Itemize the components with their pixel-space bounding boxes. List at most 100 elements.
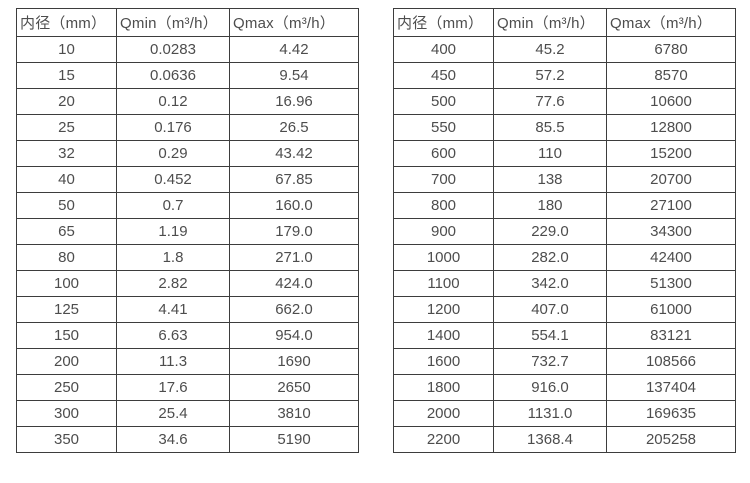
table-cell: 229.0	[493, 218, 607, 245]
table-row: 200 11.3 1690	[16, 348, 359, 375]
table-row: 40 0.452 67.85	[16, 166, 359, 193]
flow-rate-table-large-diameters: 内径（mm） Qmin（m³/h） Qmax（m³/h） 400 45.2 6780 45…	[393, 8, 736, 453]
table-cell: 400	[393, 36, 494, 63]
table-row: 1100 342.0 51300	[393, 270, 736, 297]
table-header-cell: 内径（mm）	[393, 8, 494, 37]
table-row: 25 0.176 26.5	[16, 114, 359, 141]
table-row: 500 77.6 10600	[393, 88, 736, 115]
table-cell: 271.0	[229, 244, 359, 271]
table-cell: 1000	[393, 244, 494, 271]
table-row: 125 4.41 662.0	[16, 296, 359, 323]
table-row: 900 229.0 34300	[393, 218, 736, 245]
table-cell: 6.63	[116, 322, 230, 349]
table-cell: 8570	[606, 62, 736, 89]
table-row: 700 138 20700	[393, 166, 736, 193]
table-header-cell: Qmax（m³/h）	[606, 8, 736, 37]
table-cell: 51300	[606, 270, 736, 297]
table-cell: 4.42	[229, 36, 359, 63]
table-cell: 916.0	[493, 374, 607, 401]
table-row: 80 1.8 271.0	[16, 244, 359, 271]
table-cell: 2650	[229, 374, 359, 401]
table-cell: 57.2	[493, 62, 607, 89]
table-cell: 137404	[606, 374, 736, 401]
table-row: 550 85.5 12800	[393, 114, 736, 141]
table-cell: 160.0	[229, 192, 359, 219]
table-cell: 1131.0	[493, 400, 607, 427]
table-cell: 138	[493, 166, 607, 193]
table-cell: 1600	[393, 348, 494, 375]
table-body: 10 0.0283 4.42 15 0.0636 9.54 20 0.12 16.96 25 0.1…	[16, 36, 359, 453]
table-cell: 600	[393, 140, 494, 167]
table-header-cell: Qmin（m³/h）	[493, 8, 607, 37]
table-cell: 500	[393, 88, 494, 115]
table-cell: 150	[16, 322, 117, 349]
table-cell: 11.3	[116, 348, 230, 375]
table-cell: 200	[16, 348, 117, 375]
table-cell: 2.82	[116, 270, 230, 297]
table-cell: 700	[393, 166, 494, 193]
table-cell: 25	[16, 114, 117, 141]
table-cell: 32	[16, 140, 117, 167]
table-row: 800 180 27100	[393, 192, 736, 219]
table-cell: 662.0	[229, 296, 359, 323]
table-body: 400 45.2 6780 450 57.2 8570 500 77.6 10600 550 85.…	[393, 36, 736, 453]
table-cell: 205258	[606, 426, 736, 453]
table-cell: 42400	[606, 244, 736, 271]
table-row: 32 0.29 43.42	[16, 140, 359, 167]
table-row: 1000 282.0 42400	[393, 244, 736, 271]
table-cell: 350	[16, 426, 117, 453]
table-header-row: 内径（mm） Qmin（m³/h） Qmax（m³/h）	[16, 8, 359, 37]
table-header-row: 内径（mm） Qmin（m³/h） Qmax（m³/h）	[393, 8, 736, 37]
table-cell: 407.0	[493, 296, 607, 323]
table-cell: 1368.4	[493, 426, 607, 453]
table-cell: 1.19	[116, 218, 230, 245]
table-cell: 300	[16, 400, 117, 427]
table-cell: 50	[16, 192, 117, 219]
table-cell: 1.8	[116, 244, 230, 271]
table-cell: 554.1	[493, 322, 607, 349]
table-row: 150 6.63 954.0	[16, 322, 359, 349]
table-cell: 40	[16, 166, 117, 193]
table-cell: 10600	[606, 88, 736, 115]
table-cell: 180	[493, 192, 607, 219]
table-cell: 25.4	[116, 400, 230, 427]
flow-rate-table-small-diameters: 内径（mm） Qmin（m³/h） Qmax（m³/h） 10 0.0283 4.42 1…	[16, 8, 359, 453]
table-cell: 1100	[393, 270, 494, 297]
flow-rate-tables: 内径（mm） Qmin（m³/h） Qmax（m³/h） 10 0.0283 4.42 1…	[16, 8, 736, 453]
table-cell: 15	[16, 62, 117, 89]
table-row: 600 110 15200	[393, 140, 736, 167]
table-row: 350 34.6 5190	[16, 426, 359, 453]
table-cell: 5190	[229, 426, 359, 453]
table-row: 20 0.12 16.96	[16, 88, 359, 115]
table-cell: 0.0283	[116, 36, 230, 63]
table-cell: 34300	[606, 218, 736, 245]
table-cell: 2200	[393, 426, 494, 453]
table-cell: 0.176	[116, 114, 230, 141]
table-cell: 800	[393, 192, 494, 219]
table-row: 450 57.2 8570	[393, 62, 736, 89]
table-row: 1600 732.7 108566	[393, 348, 736, 375]
table-cell: 0.12	[116, 88, 230, 115]
table-row: 50 0.7 160.0	[16, 192, 359, 219]
table-cell: 61000	[606, 296, 736, 323]
table-cell: 450	[393, 62, 494, 89]
table-cell: 80	[16, 244, 117, 271]
table-cell: 16.96	[229, 88, 359, 115]
table-cell: 1400	[393, 322, 494, 349]
table-header-cell: 内径（mm）	[16, 8, 117, 37]
table-row: 15 0.0636 9.54	[16, 62, 359, 89]
table-cell: 77.6	[493, 88, 607, 115]
table-header-row: 内径（mm） Qmin（m³/h） Qmax（m³/h）	[393, 8, 736, 37]
table-cell: 0.7	[116, 192, 230, 219]
table-cell: 0.29	[116, 140, 230, 167]
table-cell: 954.0	[229, 322, 359, 349]
table-cell: 250	[16, 374, 117, 401]
table-row: 250 17.6 2650	[16, 374, 359, 401]
table-header-row: 内径（mm） Qmin（m³/h） Qmax（m³/h）	[16, 8, 359, 37]
table-cell: 3810	[229, 400, 359, 427]
table-cell: 1200	[393, 296, 494, 323]
table-cell: 900	[393, 218, 494, 245]
table-cell: 732.7	[493, 348, 607, 375]
table-cell: 1690	[229, 348, 359, 375]
table-cell: 108566	[606, 348, 736, 375]
